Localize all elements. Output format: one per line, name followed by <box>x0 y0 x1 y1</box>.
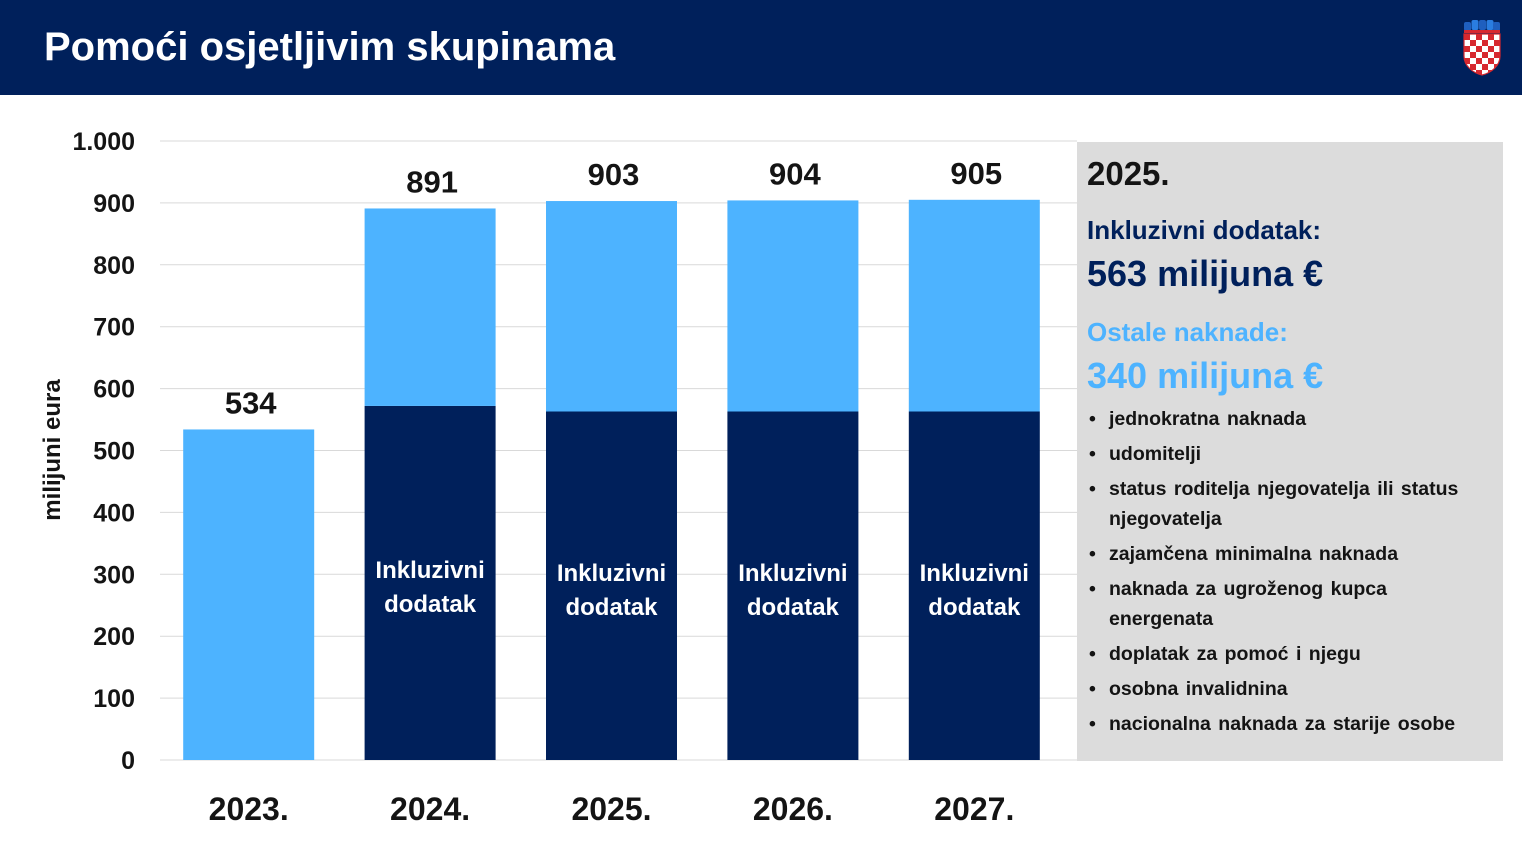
list-item: jednokratna naknada <box>1087 404 1493 434</box>
page-title: Pomoći osjetljivim skupinama <box>44 25 616 69</box>
y-tick-label: 300 <box>93 561 135 589</box>
panel-year: 2025. <box>1087 155 1170 192</box>
info-panel: 2025. Inkluzivni dodatak: 563 milijuna €… <box>1077 142 1503 761</box>
segment-label: Inkluzivni <box>375 557 484 584</box>
list-item: zajamčena minimalna naknada <box>1087 539 1493 569</box>
bar-inclusive-segment <box>727 411 859 760</box>
inclusive-amount: 563 milijuna € <box>1087 253 1324 294</box>
y-tick-label: 600 <box>93 376 135 404</box>
data-label: 903 <box>588 157 640 192</box>
bar-inclusive-segment <box>546 411 677 760</box>
y-tick-label: 700 <box>93 314 135 342</box>
x-tick-label: 2026. <box>753 791 833 827</box>
y-tick-label: 800 <box>93 252 135 280</box>
other-label: Ostale naknade: <box>1087 317 1288 347</box>
segment-label: dodatak <box>928 594 1021 621</box>
y-tick-label: 500 <box>93 438 135 466</box>
bar-other-segment <box>727 200 859 412</box>
list-item: doplatak za pomoć i njegu <box>1087 639 1493 669</box>
bar-inclusive-segment <box>364 405 496 760</box>
bar-other-segment <box>364 208 496 406</box>
data-label: 534 <box>225 385 277 420</box>
y-tick-label: 200 <box>93 623 135 651</box>
segment-label: dodatak <box>565 594 658 621</box>
header-bar: Pomoći osjetljivim skupinama <box>0 0 1522 95</box>
bar-inclusive-segment <box>908 411 1040 760</box>
list-item: nacionalna naknada za starije osobe <box>1087 709 1493 739</box>
stacked-bar-chart: 0 100 200 300 400 500 600 700 800 900 1.000 milijun… <box>39 128 1077 827</box>
data-label: 891 <box>406 164 458 199</box>
segment-label: Inkluzivni <box>920 560 1029 587</box>
bar-other-segment <box>908 199 1040 412</box>
segment-label: dodatak <box>384 591 477 618</box>
list-item: status roditelja njegovatelja ili status… <box>1087 474 1493 534</box>
x-tick-label: 2027. <box>934 791 1014 827</box>
bar-other-segment <box>546 201 677 412</box>
croatian-coat-of-arms-icon <box>1462 20 1502 76</box>
benefits-list: jednokratna naknada udomitelji status ro… <box>1087 404 1493 739</box>
segment-label: Inkluzivni <box>738 560 847 587</box>
list-item: udomitelji <box>1087 439 1493 469</box>
y-tick-label: 900 <box>93 190 135 218</box>
segment-label: dodatak <box>747 594 840 621</box>
list-item: osobna invalidnina <box>1087 674 1493 704</box>
other-amount: 340 milijuna € <box>1087 355 1324 396</box>
x-tick-label: 2023. <box>209 791 289 827</box>
data-label: 904 <box>769 156 821 191</box>
y-tick-label: 100 <box>93 685 135 713</box>
inclusive-label: Inkluzivni dodatak: <box>1087 215 1322 245</box>
data-label: 905 <box>950 156 1002 191</box>
x-tick-label: 2025. <box>571 791 651 827</box>
y-tick-label: 0 <box>121 747 135 775</box>
list-item: naknada za ugroženog kupca energenata <box>1087 574 1493 634</box>
y-axis-label: milijuni eura <box>39 379 66 521</box>
y-tick-label: 400 <box>93 499 135 527</box>
bar-other-segment <box>183 429 315 760</box>
segment-label: Inkluzivni <box>557 560 666 587</box>
x-tick-label: 2024. <box>390 791 470 827</box>
y-tick-label: 1.000 <box>72 128 135 156</box>
